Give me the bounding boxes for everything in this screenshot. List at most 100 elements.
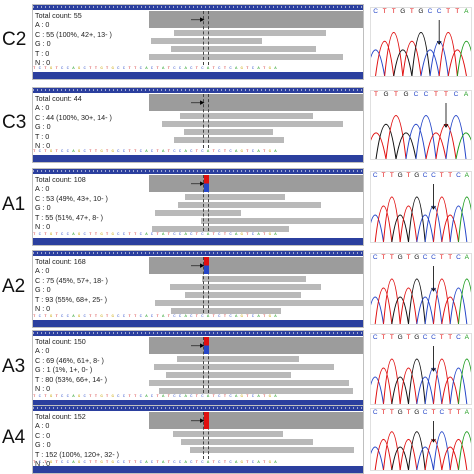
trace-peak [447, 49, 467, 76]
read-stack: —▸ [145, 257, 363, 314]
allele-count-total: Total count: 108 [35, 175, 86, 184]
arrow-icon: —▸ [191, 415, 205, 425]
igv-bottom-bar [33, 320, 363, 327]
trace-peak [416, 446, 434, 470]
trace-peak [371, 214, 384, 242]
trace-peak [371, 296, 384, 324]
trace-peak [415, 115, 437, 159]
trace-peak [383, 196, 401, 242]
trace-peak [371, 376, 384, 404]
aligned-read [171, 46, 316, 52]
trace-peak [433, 278, 451, 324]
trace-peak [441, 376, 459, 404]
arrow-icon [431, 266, 436, 292]
read-stack: —▸ [145, 337, 363, 394]
igv-bottom-bar [33, 155, 363, 162]
trace-peaks [371, 103, 471, 159]
allele-count-a: A : 0 [35, 20, 50, 30]
position-marker [208, 11, 209, 65]
allele-count-g: G : 0 [35, 122, 51, 132]
aligned-read [151, 38, 262, 44]
allele-count-a: A : 0 [35, 103, 50, 113]
trace-peak [371, 132, 387, 159]
igv-bottom-bar [33, 400, 363, 407]
trace-peak [416, 376, 434, 404]
aligned-read [185, 292, 301, 298]
coverage-track [145, 94, 363, 111]
position-marker [208, 94, 209, 148]
trace-peak [383, 278, 401, 324]
read-stack: —▸ [145, 94, 363, 148]
allele-count-total: Total count: 168 [35, 257, 86, 266]
trace-peak [416, 296, 434, 324]
allele-count-t: T : 55 (51%, 47+, 8- ) [35, 212, 103, 222]
aligned-read [166, 372, 291, 378]
trace-peak [458, 431, 471, 470]
allele-count-c: C : 44 (100%, 30+, 14- ) [35, 112, 112, 122]
aligned-read [152, 226, 289, 232]
allele-count-t: T : 0 [35, 131, 50, 141]
allele-count-total: Total count: 44 [35, 94, 82, 103]
trace-peak [449, 205, 468, 242]
aligned-read [149, 380, 349, 386]
trace-peak [408, 358, 426, 404]
snp-coverage-bar [204, 257, 209, 274]
arrow-icon: —▸ [191, 340, 205, 350]
allele-count-n: N : 0 [35, 459, 51, 469]
aligned-read [177, 356, 299, 362]
allele-count-c: C : 53 (49%, 43+, 10- ) [35, 193, 108, 203]
coverage-track [145, 257, 363, 274]
aligned-read [149, 54, 343, 60]
igv-ruler-bar [33, 251, 363, 256]
igv-ruler-bar [33, 406, 363, 411]
trace-peak [435, 123, 457, 159]
trace-peak [433, 196, 451, 242]
coverage-track [145, 337, 363, 354]
sample-label: C2 [2, 29, 27, 50]
reference-sequence: T C T G T C C A G C T T G T G C C T T C … [33, 233, 278, 237]
position-marker [203, 11, 204, 65]
trace-peak [425, 132, 447, 159]
coverage-track [145, 175, 363, 192]
trace-peak [374, 287, 393, 324]
arrow-icon: —▸ [191, 97, 205, 107]
trace-peak [384, 32, 404, 76]
trace-peaks [371, 346, 471, 404]
aligned-read [202, 276, 306, 282]
trace-peak [455, 132, 471, 159]
trace-peak [416, 214, 434, 242]
aligned-read [162, 121, 343, 127]
read-stack: —▸ [145, 412, 363, 459]
aligned-read [159, 388, 353, 394]
igv-bottom-bar [33, 238, 363, 245]
trace-peak [375, 40, 395, 76]
allele-count-g: G : 0 [35, 203, 51, 213]
trace-peak [449, 287, 468, 324]
trace-peak [424, 438, 443, 470]
allele-count-n: N : 0 [35, 141, 51, 151]
trace-peak [395, 132, 417, 159]
trace-peak [391, 214, 409, 242]
position-marker [208, 175, 209, 231]
arrow-icon: —▸ [191, 178, 205, 188]
trace-peak [458, 278, 471, 324]
position-marker [208, 257, 209, 313]
allele-count-n: N : 0 [35, 222, 51, 232]
allele-count-a: A : 0 [35, 184, 50, 194]
